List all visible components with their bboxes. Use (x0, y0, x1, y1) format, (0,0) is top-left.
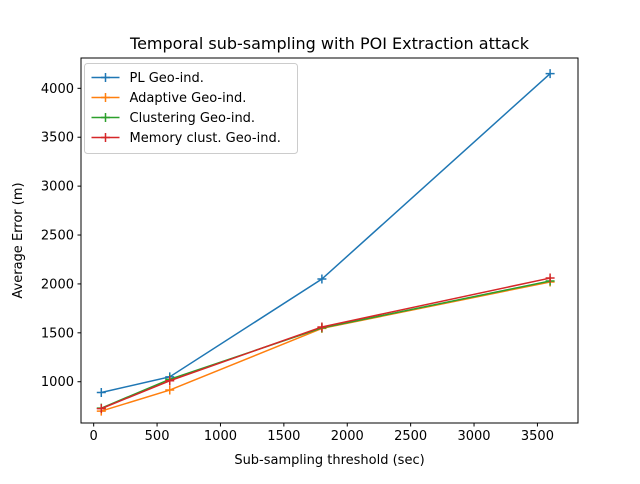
series-line-pl-geo-ind (101, 73, 551, 394)
x-tick-label: 500 (145, 429, 170, 444)
series-marker-pl-geo-ind (317, 274, 327, 284)
y-tick-label: 3500 (41, 131, 74, 146)
x-tick-label: 0 (90, 429, 98, 444)
series-line-memory-clust-geo-ind (101, 277, 551, 410)
legend-label: Clustering Geo-ind. (130, 111, 256, 126)
x-tick-label: 1500 (267, 429, 300, 444)
legend-frame (84, 63, 298, 154)
legend-entry: Clustering Geo-ind. (91, 111, 256, 126)
series-marker-memory-clust-geo-ind (545, 273, 555, 283)
y-tick-label: 3000 (41, 180, 74, 195)
legend-label: Adaptive Geo-ind. (130, 91, 247, 106)
series-marker-adaptive-geo-ind (165, 385, 175, 395)
legend-marker-swatch (101, 73, 110, 82)
x-tick-label: 1000 (204, 429, 237, 444)
series-memory-clust-geo-ind (96, 273, 555, 414)
chart-title: Temporal sub-sampling with POI Extractio… (129, 34, 530, 53)
x-tick-label: 3500 (521, 429, 554, 444)
legend-label: PL Geo-ind. (130, 71, 204, 86)
series-marker-pl-geo-ind (545, 69, 555, 79)
series-marker-memory-clust-geo-ind (317, 322, 327, 332)
x-tick-label: 2000 (331, 429, 364, 444)
x-tick-label: 3000 (457, 429, 490, 444)
legend: PL Geo-ind. Adaptive Geo-ind. Clustering G… (84, 63, 298, 154)
series-marker-memory-clust-geo-ind (165, 376, 175, 386)
y-tick-label: 2500 (41, 229, 74, 244)
y-axis-label: Average Error (m) (11, 182, 26, 298)
series-marker-memory-clust-geo-ind (96, 404, 106, 414)
x-tick-label: 2500 (394, 429, 427, 444)
legend-marker-swatch (101, 133, 110, 142)
y-tick-label: 1500 (41, 326, 74, 341)
legend-entry: PL Geo-ind. (91, 71, 204, 86)
y-tick-label: 1000 (41, 375, 74, 390)
legend-marker-swatch (101, 93, 110, 102)
y-tick-label: 2000 (41, 277, 74, 292)
legend-marker-swatch (101, 113, 110, 122)
plot-area-group: 0 500 1000 1500 2000 2500 3000 3500 1000 1500 2000… (41, 57, 579, 444)
series-marker-pl-geo-ind (96, 387, 106, 397)
x-axis-label: Sub-sampling threshold (sec) (234, 453, 424, 468)
legend-entry: Adaptive Geo-ind. (91, 91, 247, 106)
y-tick-label: 4000 (41, 82, 74, 97)
legend-entry: Memory clust. Geo-ind. (91, 131, 281, 146)
legend-label: Memory clust. Geo-ind. (130, 131, 281, 146)
